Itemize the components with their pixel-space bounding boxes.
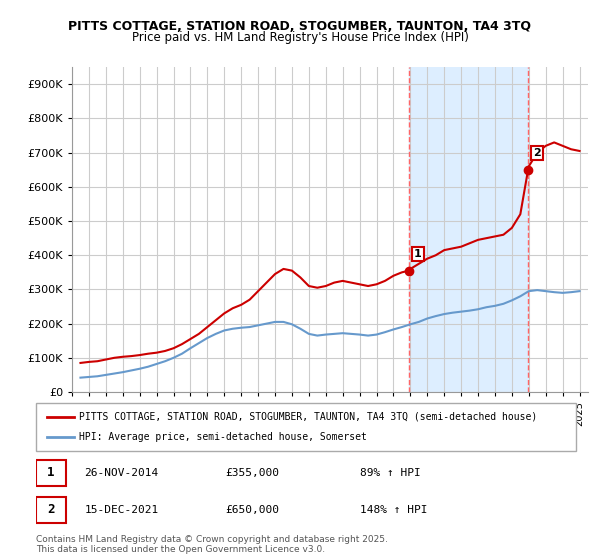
Text: 148% ↑ HPI: 148% ↑ HPI: [360, 505, 427, 515]
Text: 2: 2: [47, 503, 55, 516]
FancyBboxPatch shape: [36, 460, 66, 486]
Text: PITTS COTTAGE, STATION ROAD, STOGUMBER, TAUNTON, TA4 3TQ: PITTS COTTAGE, STATION ROAD, STOGUMBER, …: [68, 20, 532, 32]
Text: Price paid vs. HM Land Registry's House Price Index (HPI): Price paid vs. HM Land Registry's House …: [131, 31, 469, 44]
Text: 26-NOV-2014: 26-NOV-2014: [85, 468, 159, 478]
Text: 15-DEC-2021: 15-DEC-2021: [85, 505, 159, 515]
Bar: [409, 67, 528, 392]
FancyBboxPatch shape: [36, 403, 576, 451]
FancyBboxPatch shape: [36, 497, 66, 523]
Text: 1: 1: [47, 466, 55, 479]
Text: 2: 2: [533, 148, 541, 158]
Text: £650,000: £650,000: [225, 505, 279, 515]
Text: £355,000: £355,000: [225, 468, 279, 478]
Text: HPI: Average price, semi-detached house, Somerset: HPI: Average price, semi-detached house,…: [79, 432, 367, 442]
Text: 89% ↑ HPI: 89% ↑ HPI: [360, 468, 421, 478]
Text: 1: 1: [414, 249, 421, 259]
Text: Contains HM Land Registry data © Crown copyright and database right 2025.
This d: Contains HM Land Registry data © Crown c…: [36, 535, 388, 554]
Text: PITTS COTTAGE, STATION ROAD, STOGUMBER, TAUNTON, TA4 3TQ (semi-detached house): PITTS COTTAGE, STATION ROAD, STOGUMBER, …: [79, 412, 538, 422]
